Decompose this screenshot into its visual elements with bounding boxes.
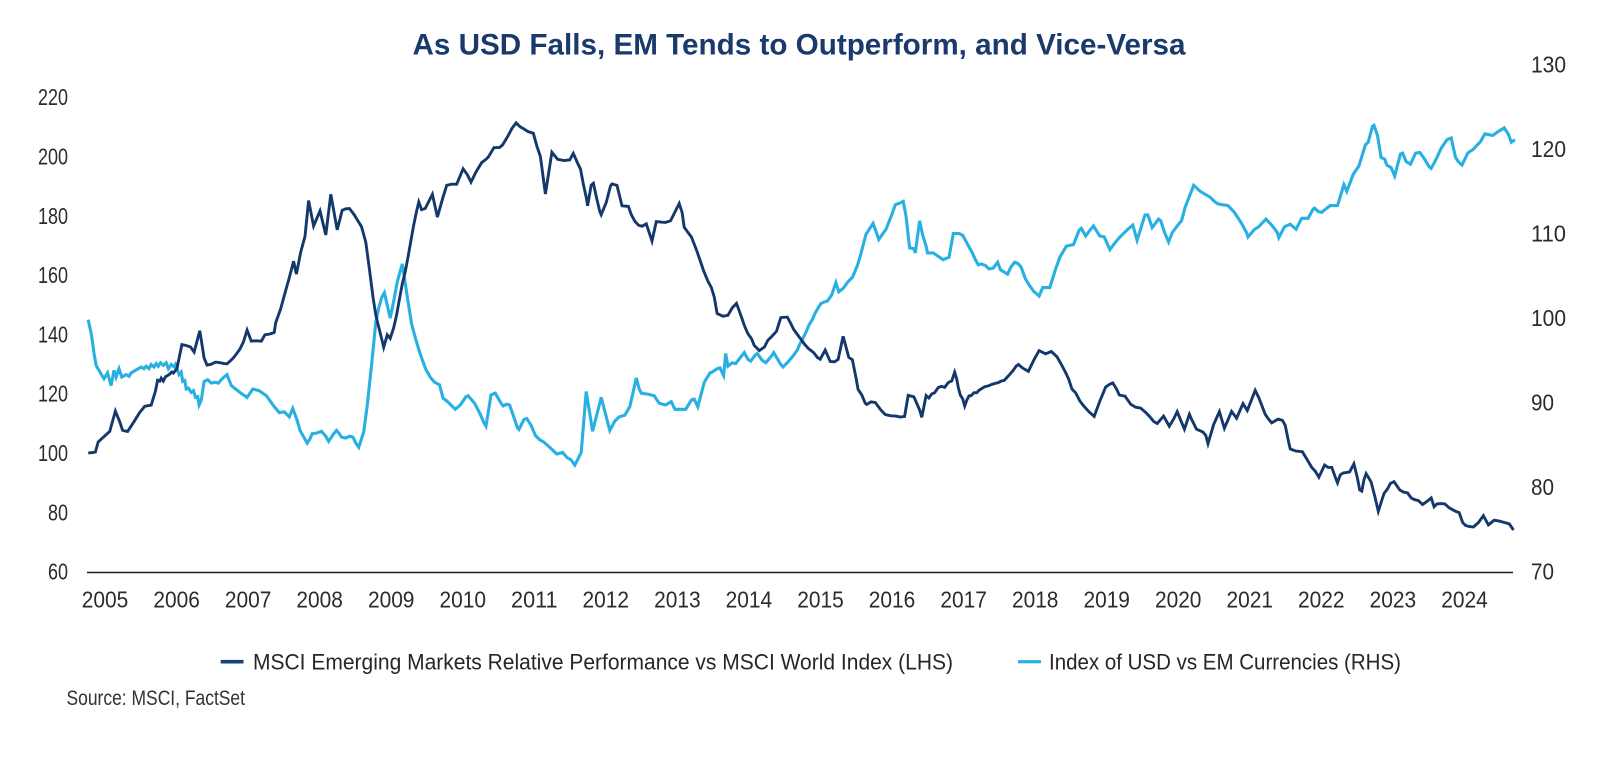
svg-text:2016: 2016 — [869, 587, 916, 613]
svg-text:140: 140 — [38, 321, 68, 347]
svg-text:MSCI Emerging Markets Relative: MSCI Emerging Markets Relative Performan… — [253, 649, 953, 674]
svg-text:2020: 2020 — [1155, 587, 1202, 613]
svg-text:120: 120 — [1531, 136, 1566, 162]
svg-text:80: 80 — [48, 499, 68, 525]
svg-text:2012: 2012 — [583, 587, 630, 613]
svg-text:160: 160 — [38, 262, 68, 288]
svg-text:100: 100 — [1531, 305, 1566, 331]
svg-text:80: 80 — [1531, 474, 1554, 500]
svg-text:2009: 2009 — [368, 587, 415, 613]
svg-text:Index of USD vs EM Currencies: Index of USD vs EM Currencies (RHS) — [1049, 649, 1401, 674]
svg-text:2017: 2017 — [940, 587, 987, 613]
svg-text:60: 60 — [48, 559, 68, 585]
svg-text:70: 70 — [1531, 559, 1554, 585]
svg-text:2021: 2021 — [1227, 587, 1274, 613]
svg-text:2007: 2007 — [225, 587, 272, 613]
svg-text:110: 110 — [1531, 221, 1566, 247]
svg-text:2014: 2014 — [726, 587, 773, 613]
svg-text:2015: 2015 — [797, 587, 844, 613]
svg-text:2005: 2005 — [82, 587, 129, 613]
svg-text:2010: 2010 — [440, 587, 487, 613]
svg-text:2018: 2018 — [1012, 587, 1059, 613]
svg-text:2008: 2008 — [296, 587, 343, 613]
svg-text:180: 180 — [38, 203, 68, 229]
svg-text:2011: 2011 — [511, 587, 558, 613]
svg-text:As USD Falls, EM Tends to Outp: As USD Falls, EM Tends to Outperform, an… — [413, 29, 1186, 62]
svg-text:2022: 2022 — [1298, 587, 1345, 613]
svg-text:90: 90 — [1531, 390, 1554, 416]
svg-text:100: 100 — [38, 440, 68, 466]
svg-text:2006: 2006 — [153, 587, 200, 613]
svg-text:120: 120 — [38, 381, 68, 407]
svg-text:Source: MSCI, FactSet: Source: MSCI, FactSet — [67, 686, 246, 710]
svg-text:220: 220 — [38, 84, 68, 110]
svg-text:200: 200 — [38, 144, 68, 170]
svg-text:130: 130 — [1531, 52, 1566, 78]
svg-text:2024: 2024 — [1441, 587, 1488, 613]
svg-text:2019: 2019 — [1083, 587, 1130, 613]
svg-text:2013: 2013 — [654, 587, 701, 613]
svg-text:2023: 2023 — [1370, 587, 1417, 613]
